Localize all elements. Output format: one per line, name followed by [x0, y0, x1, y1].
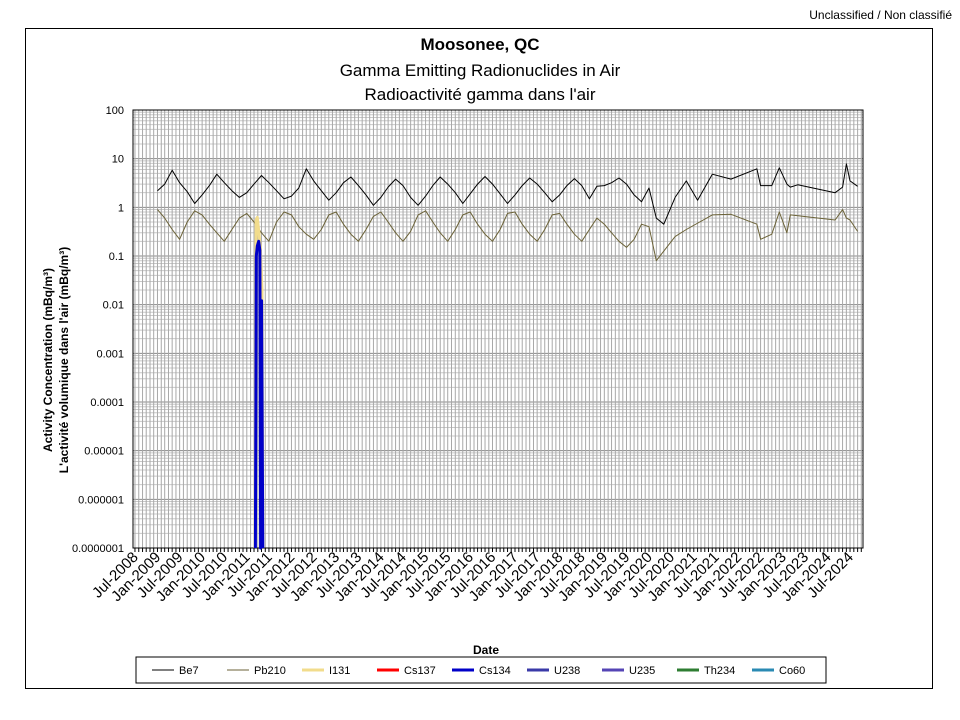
- chart-subtitle-en: Gamma Emitting Radionuclides in Air: [340, 61, 621, 80]
- series-line-i131: [253, 215, 265, 549]
- series-line-cs134: [253, 239, 265, 550]
- y-axis-title-fr: L'activité volumique dans l'air (mBq/m³): [57, 247, 71, 473]
- chart-title: Moosonee, QC: [420, 35, 539, 54]
- legend-label-co60: Co60: [779, 665, 805, 677]
- y-axis-title: Activity Concentration (mBq/m³) L'activi…: [41, 247, 71, 473]
- series-line-be7: [157, 163, 858, 225]
- y-axis-ticks: 0.0000001 0.000001 0.00001 0.0001 0.001 0.01 0…: [72, 105, 124, 555]
- y-tick-label: 0.001: [96, 348, 124, 360]
- x-axis-title: Date: [473, 643, 499, 657]
- grid-lines: [133, 110, 863, 552]
- series-lines: [157, 163, 859, 550]
- legend-label-u235: U235: [629, 665, 655, 677]
- y-tick-label: 0.0000001: [72, 543, 124, 555]
- y-tick-label: 0.01: [103, 300, 124, 312]
- y-axis-title-en: Activity Concentration (mBq/m³): [41, 268, 55, 452]
- chart-subtitle-fr: Radioactivité gamma dans l'air: [365, 85, 596, 104]
- y-tick-label: 0.000001: [78, 494, 124, 506]
- x-axis-ticks: Jul-2008Jan-2009Jul-2009Jan-2010Jul-2010…: [89, 549, 857, 605]
- y-tick-label: 0.1: [109, 251, 124, 263]
- legend-box: [135, 656, 827, 684]
- y-tick-label: 0.0001: [90, 397, 124, 409]
- classification-label: Unclassified / Non classifié: [809, 8, 952, 22]
- legend: Be7 Pb210 I131 Cs137 Cs134 U238 U235 Th234 Co60: [152, 665, 805, 677]
- legend-label-u238: U238: [554, 665, 580, 677]
- legend-label-cs137: Cs137: [404, 665, 436, 677]
- y-tick-label: 10: [112, 154, 124, 166]
- chart-frame: [25, 28, 933, 689]
- legend-label-th234: Th234: [704, 665, 735, 677]
- legend-label-be7: Be7: [179, 665, 199, 677]
- y-tick-label: 100: [106, 105, 124, 117]
- y-tick-label: 1: [118, 202, 124, 214]
- plot-area: [132, 109, 864, 549]
- legend-label-cs134: Cs134: [479, 665, 511, 677]
- legend-label-pb210: Pb210: [254, 665, 286, 677]
- y-tick-label: 0.00001: [84, 446, 124, 458]
- legend-label-i131: I131: [329, 665, 350, 677]
